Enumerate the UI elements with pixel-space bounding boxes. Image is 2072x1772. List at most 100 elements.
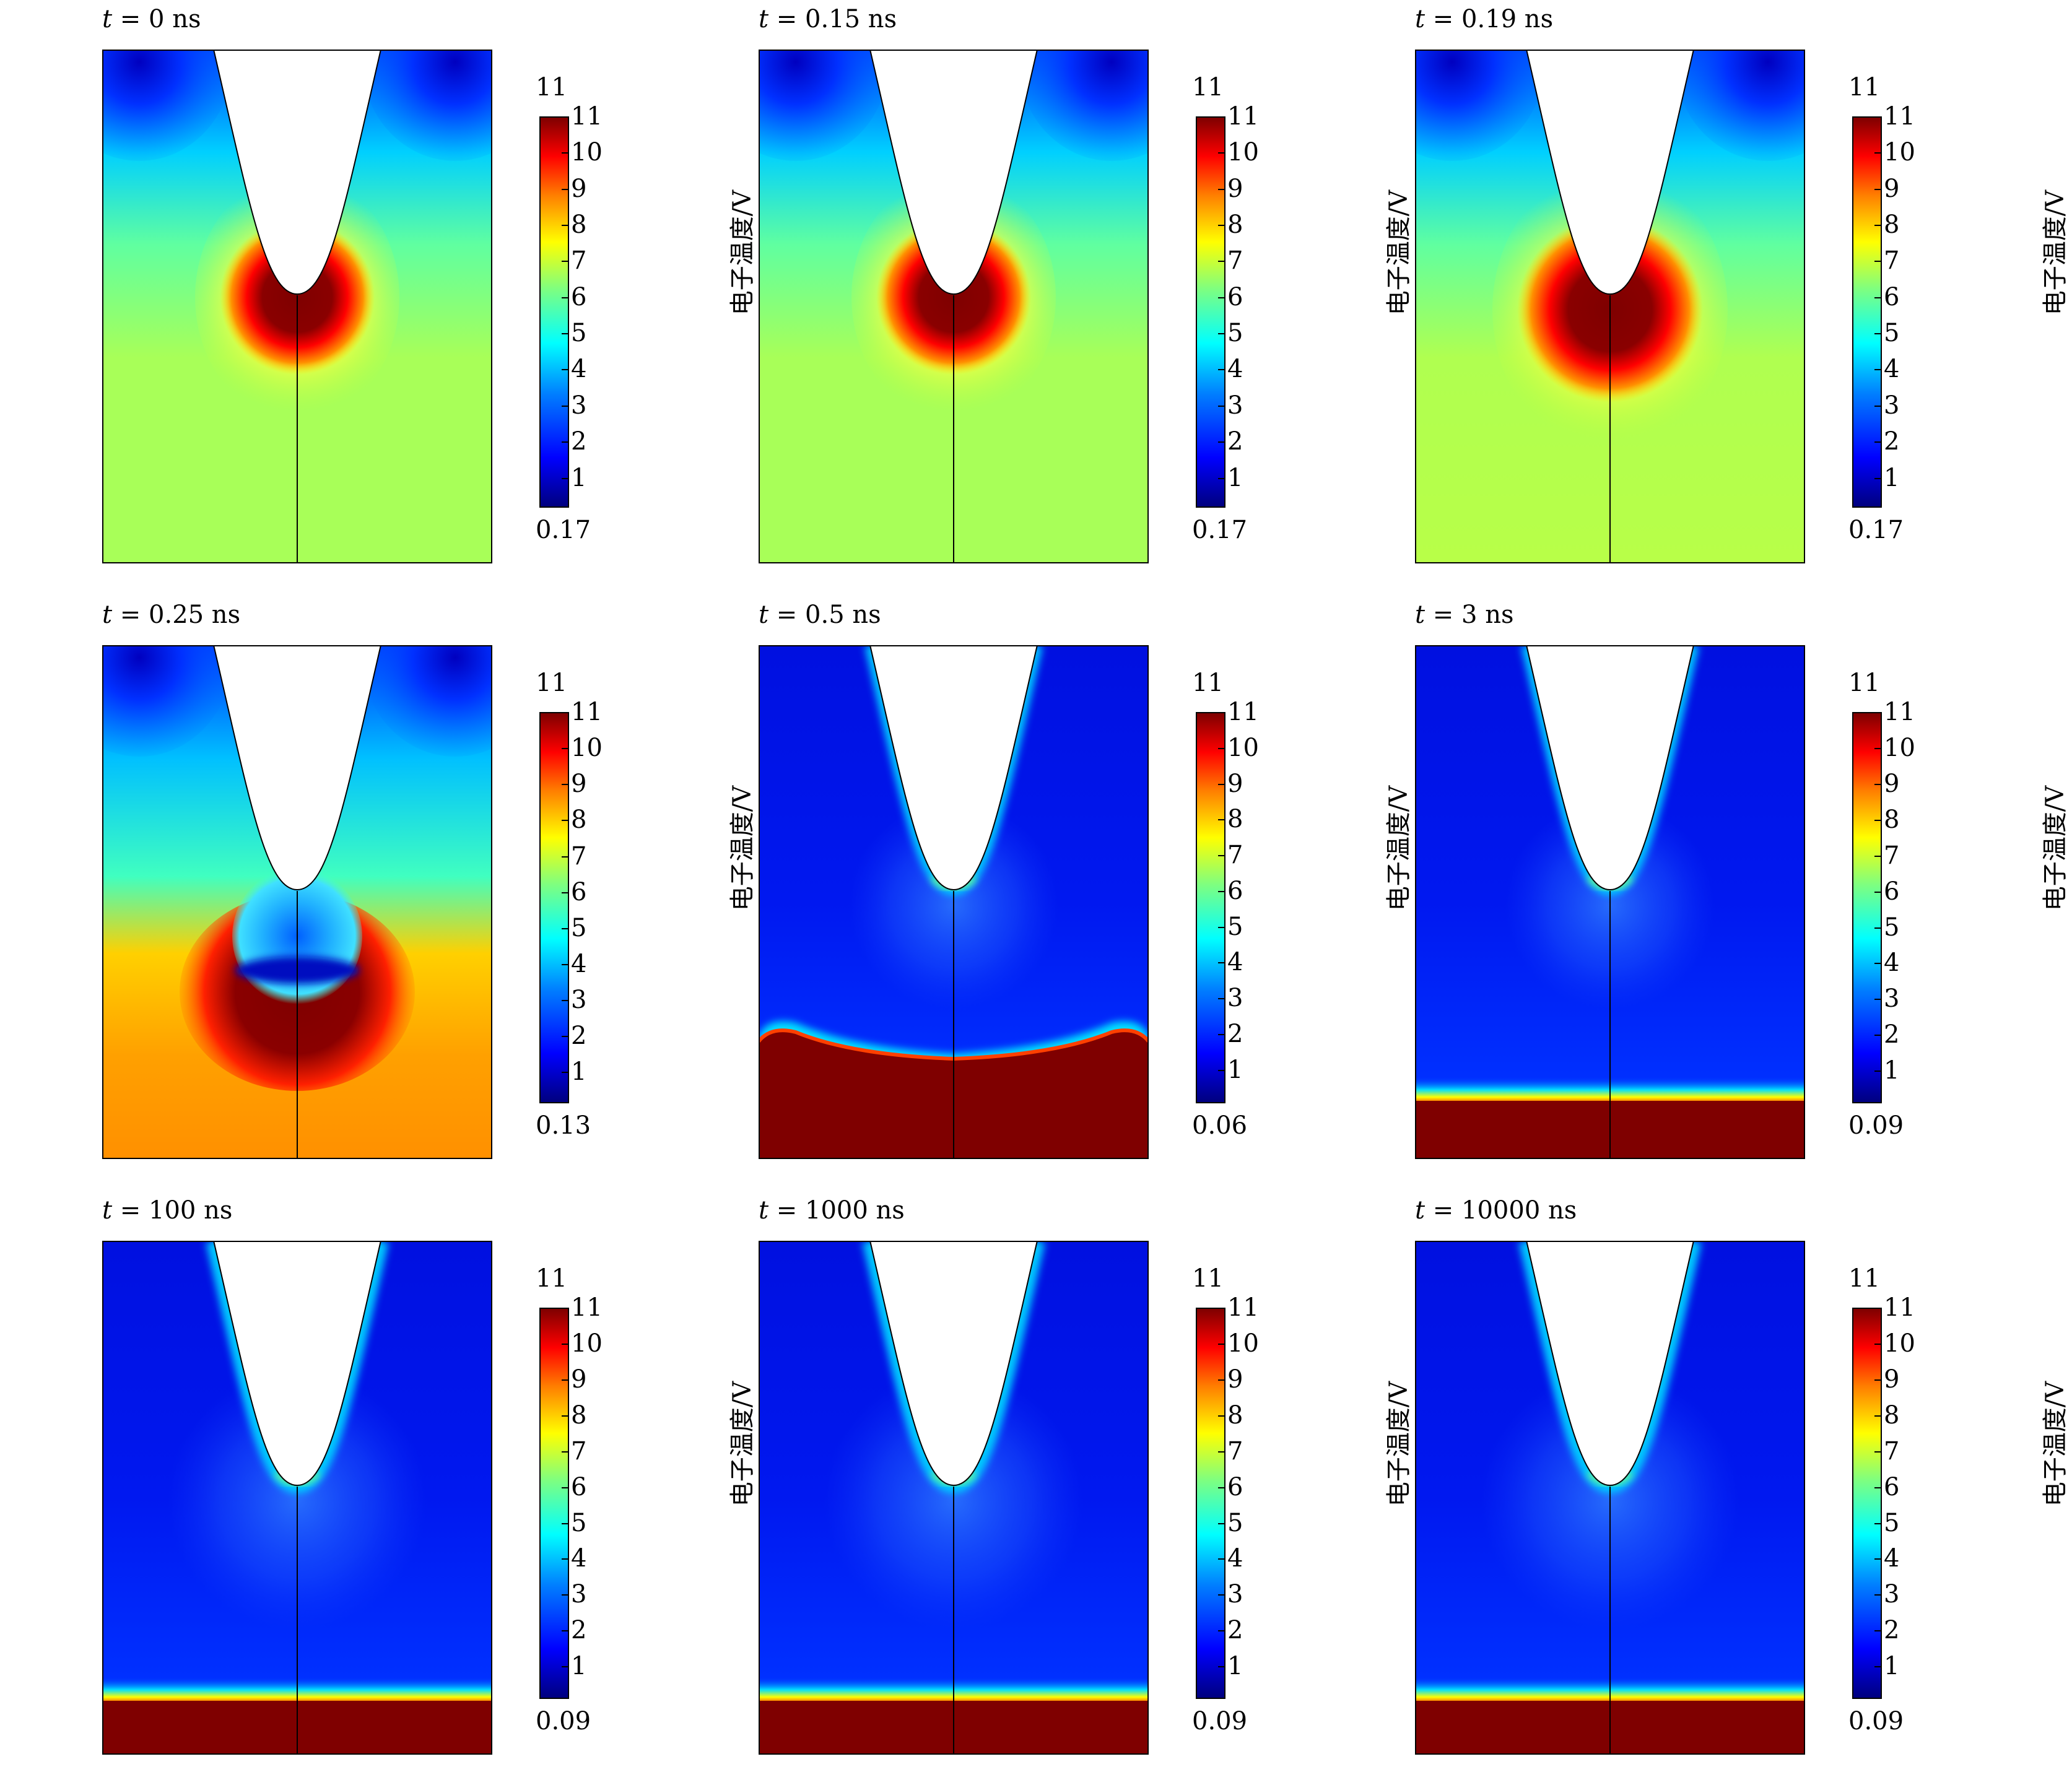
colorbar-tick-label: 8 xyxy=(571,211,587,240)
colorbar-tick-mark xyxy=(562,927,569,929)
colorbar-tick-mark xyxy=(562,820,569,822)
heatmap-plot xyxy=(102,50,492,563)
colorbar-tick-mark xyxy=(1218,1415,1225,1417)
colorbar-tick-mark xyxy=(1874,999,1882,1001)
colorbar-max-label: 11 xyxy=(536,73,567,102)
colorbar-tick-label: 6 xyxy=(1227,1472,1243,1501)
colorbar-min-label: 0.09 xyxy=(1848,1111,1904,1140)
colorbar-tick-label: 1 xyxy=(571,463,587,492)
colorbar-tick-label: 4 xyxy=(1884,1544,1900,1573)
panel-title: t = 10000 ns xyxy=(1415,1196,1577,1225)
colorbar-tick-label: 1 xyxy=(571,1058,587,1087)
colorbar-title-text: 电子温度/V xyxy=(1385,189,1413,316)
field-panel: t = 100 ns 11 11 10 9 8 7 6 5 4 3 2 1 0.09 电子温度/V xyxy=(102,1196,757,1772)
colorbar-tick-label: 9 xyxy=(1884,174,1900,203)
colorbar-tick-mark xyxy=(1874,927,1882,929)
panel-title: t = 3 ns xyxy=(1415,601,1513,629)
colorbar-tick-label: 9 xyxy=(571,174,587,203)
colorbar-title-text: 电子温度/V xyxy=(728,189,757,316)
panel-title: t = 1000 ns xyxy=(759,1196,905,1225)
colorbar-tick-label: 10 xyxy=(1227,733,1259,762)
colorbar-tick-mark xyxy=(1874,1035,1882,1036)
heatmap-plot xyxy=(759,1241,1149,1755)
colorbar-tick-mark xyxy=(1874,188,1882,190)
colorbar-tick-mark xyxy=(1874,1451,1882,1453)
colorbar-tick-label: 1 xyxy=(1884,463,1900,492)
colorbar-max-label: 11 xyxy=(1848,1264,1880,1293)
colorbar-tick-label: 5 xyxy=(1227,912,1243,941)
heatmap-field xyxy=(1415,645,1805,1159)
colorbar-tick-label: 8 xyxy=(571,1401,587,1430)
colorbar-tick-mark xyxy=(1874,1558,1882,1560)
colorbar-tick-mark xyxy=(1218,116,1225,118)
colorbar-tick-mark xyxy=(1218,188,1225,190)
colorbar xyxy=(1196,116,1225,508)
colorbar-tick-mark xyxy=(1874,116,1882,118)
colorbar-tick-label: 3 xyxy=(1227,1580,1243,1609)
colorbar-tick-label: 7 xyxy=(1227,1436,1243,1466)
colorbar-tick-mark xyxy=(1218,783,1225,785)
colorbar-tick-label: 3 xyxy=(1884,391,1900,420)
colorbar-tick-label: 5 xyxy=(1884,1508,1900,1537)
colorbar-tick-mark xyxy=(1218,890,1225,892)
colorbar-tick-label: 2 xyxy=(571,1616,587,1645)
colorbar-tick-label: 4 xyxy=(571,1544,587,1573)
colorbar-tick-label: 8 xyxy=(1227,1401,1243,1430)
colorbar-tick-mark xyxy=(562,1594,569,1596)
colorbar-tick-mark xyxy=(1218,1033,1225,1035)
colorbar-min-label: 0.06 xyxy=(1192,1111,1248,1140)
colorbar-tick-mark xyxy=(562,441,569,443)
colorbar-tick-label: 10 xyxy=(1227,1329,1259,1358)
colorbar-tick-mark xyxy=(1218,1594,1225,1596)
time-symbol: t xyxy=(102,1196,113,1225)
colorbar-tick-label: 10 xyxy=(1884,733,1915,762)
colorbar-tick-mark xyxy=(1874,441,1882,443)
colorbar-title-text: 电子温度/V xyxy=(2041,189,2070,316)
colorbar-tick-label: 7 xyxy=(1227,246,1243,276)
colorbar-tick-mark xyxy=(562,1036,569,1038)
time-value: = 0 ns xyxy=(112,5,201,33)
heatmap-field xyxy=(759,645,1149,1159)
colorbar-tick-mark xyxy=(1874,405,1882,407)
colorbar-tick-label: 11 xyxy=(571,698,603,726)
colorbar-tick-label: 11 xyxy=(1227,698,1259,726)
colorbar-tick-label: 1 xyxy=(1227,1055,1243,1084)
time-value: = 1000 ns xyxy=(768,1196,905,1225)
colorbar-tick-mark xyxy=(1218,333,1225,335)
colorbar-tick-label: 2 xyxy=(1884,1020,1900,1049)
colorbar-tick-label: 7 xyxy=(1227,841,1243,870)
colorbar-tick-label: 1 xyxy=(1227,463,1243,492)
time-value: = 0.19 ns xyxy=(1425,5,1554,33)
colorbar-tick-label: 5 xyxy=(571,1508,587,1537)
colorbar-tick-mark xyxy=(1218,477,1225,479)
colorbar-tick-label: 9 xyxy=(1884,769,1900,798)
colorbar-tick-mark xyxy=(562,712,569,713)
colorbar-tick-mark xyxy=(1218,1343,1225,1345)
colorbar-tick-mark xyxy=(1874,261,1882,263)
colorbar-min-label: 0.09 xyxy=(1848,1707,1904,1735)
colorbar-tick-mark xyxy=(1874,747,1882,749)
colorbar-tick-mark xyxy=(1218,152,1225,154)
colorbar-tick-mark xyxy=(1218,1522,1225,1524)
colorbar xyxy=(539,1308,569,1699)
colorbar-tick-label: 3 xyxy=(1227,984,1243,1013)
colorbar-tick-mark xyxy=(1218,855,1225,857)
colorbar-tick-mark xyxy=(562,1308,569,1309)
panel-title: t = 0.19 ns xyxy=(1415,5,1553,33)
colorbar-tick-mark xyxy=(1874,1379,1882,1381)
colorbar-tick-mark xyxy=(562,405,569,407)
colorbar-tick-label: 10 xyxy=(571,138,603,167)
heatmap-plot xyxy=(102,1241,492,1755)
colorbar-tick-label: 10 xyxy=(1227,138,1259,167)
colorbar-tick-label: 11 xyxy=(571,1293,603,1322)
field-panel: t = 10000 ns 11 11 10 9 8 7 6 5 4 3 2 1 0.09 电子温度/V xyxy=(1415,1196,2070,1772)
time-value: = 100 ns xyxy=(112,1196,233,1225)
heatmap-field xyxy=(102,50,492,563)
colorbar-tick-label: 5 xyxy=(1884,319,1900,348)
colorbar-tick-label: 2 xyxy=(1884,427,1900,456)
colorbar-min-label: 0.13 xyxy=(536,1111,591,1140)
colorbar-tick-mark xyxy=(1218,1666,1225,1668)
colorbar-tick-label: 5 xyxy=(571,319,587,348)
time-value: = 0.25 ns xyxy=(112,601,241,629)
